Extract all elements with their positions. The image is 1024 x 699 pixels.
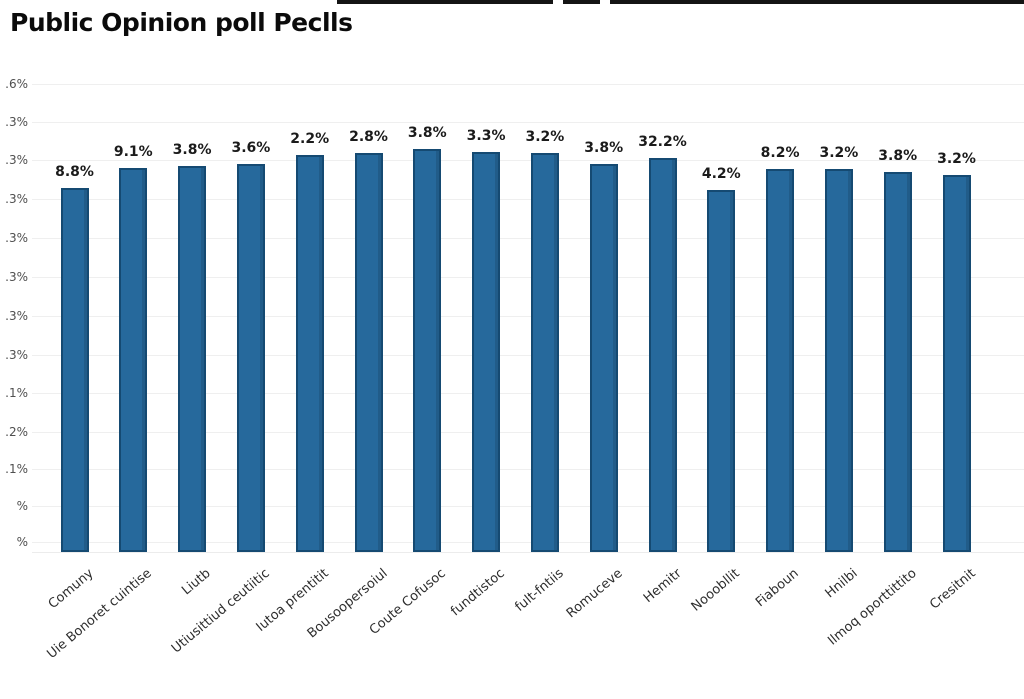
bar bbox=[413, 149, 442, 552]
bar bbox=[472, 152, 501, 552]
bar-value-label: 3.3% bbox=[466, 128, 506, 144]
y-gridline bbox=[32, 199, 1024, 200]
y-axis-tick-label: .3% bbox=[5, 115, 28, 129]
bar-value-label: 3.8% bbox=[878, 148, 918, 164]
bar-value-label: 3.6% bbox=[231, 140, 271, 156]
top-strip-segment bbox=[610, 0, 1024, 4]
bar-value-label: 2.8% bbox=[349, 129, 388, 145]
y-gridline bbox=[32, 122, 1024, 123]
y-gridline bbox=[32, 84, 1024, 85]
bar bbox=[60, 188, 89, 552]
y-gridline bbox=[32, 432, 1024, 433]
top-strip-segment bbox=[337, 0, 553, 4]
y-gridline bbox=[32, 355, 1024, 356]
y-gridline bbox=[32, 160, 1024, 161]
bar-value-label: 3.8% bbox=[584, 140, 624, 156]
y-axis-tick-label: % bbox=[16, 535, 28, 549]
y-axis-tick-label: .1% bbox=[5, 462, 28, 476]
y-gridline bbox=[32, 469, 1024, 470]
y-axis-tick-label: .3% bbox=[5, 231, 28, 245]
bar-value-label: 4.2% bbox=[701, 166, 741, 182]
chart-title: Public Opinion poll Peclls bbox=[10, 8, 353, 37]
y-gridline bbox=[32, 277, 1024, 278]
bar bbox=[354, 153, 383, 552]
bar-value-label: 3.8% bbox=[172, 142, 212, 158]
bar bbox=[766, 169, 795, 552]
bar bbox=[178, 166, 207, 552]
y-axis-tick-label: .1% bbox=[5, 386, 28, 400]
bar bbox=[589, 164, 618, 552]
bar bbox=[824, 169, 853, 552]
bar bbox=[648, 158, 677, 552]
bar-value-label: 3.2% bbox=[937, 151, 976, 167]
x-axis-baseline bbox=[32, 552, 1024, 553]
bar-value-label: 3.2% bbox=[819, 145, 859, 161]
bar bbox=[295, 155, 324, 552]
bar-value-label: 8.8% bbox=[55, 164, 94, 180]
bar-value-label: 3.8% bbox=[407, 125, 447, 141]
bar bbox=[883, 172, 912, 552]
bar bbox=[236, 164, 265, 552]
bar-value-label: 9.1% bbox=[113, 144, 153, 160]
y-axis-tick-label: % bbox=[16, 499, 28, 513]
bar-value-label: 32.2% bbox=[638, 134, 687, 150]
bar-value-label: 2.2% bbox=[290, 131, 330, 147]
bar bbox=[119, 168, 148, 552]
y-gridline bbox=[32, 316, 1024, 317]
bar bbox=[942, 175, 971, 552]
y-gridline bbox=[32, 542, 1024, 543]
y-gridline bbox=[32, 506, 1024, 507]
y-gridline bbox=[32, 238, 1024, 239]
bar-value-label: 8.2% bbox=[760, 145, 800, 161]
bar bbox=[530, 153, 559, 552]
y-gridline bbox=[32, 393, 1024, 394]
top-strip-segment bbox=[563, 0, 600, 4]
y-axis-tick-label: .3% bbox=[5, 348, 28, 362]
y-axis-tick-label: .6% bbox=[5, 77, 28, 91]
y-axis-tick-label: .3% bbox=[5, 153, 28, 167]
y-axis-tick-label: .3% bbox=[5, 192, 28, 206]
y-axis-tick-label: .2% bbox=[5, 425, 28, 439]
bar-value-label: 3.2% bbox=[525, 129, 565, 145]
y-axis-tick-label: .3% bbox=[5, 309, 28, 323]
y-axis-tick-label: .3% bbox=[5, 270, 28, 284]
bar bbox=[707, 190, 736, 552]
